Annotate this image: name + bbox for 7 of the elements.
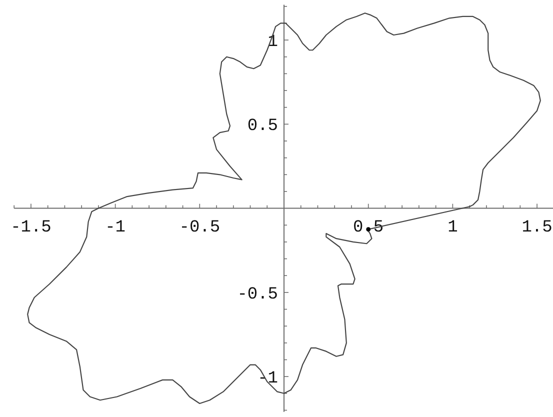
x-tick-label: 1	[448, 218, 458, 238]
x-tick-label: -1	[105, 218, 126, 238]
y-tick-label: 0.5	[247, 117, 278, 136]
x-tick-label: -1.5	[10, 218, 52, 238]
x-tick-label: -0.5	[179, 218, 220, 238]
y-tick-label: -0.5	[237, 285, 278, 304]
x-tick-label: 1.5	[522, 218, 552, 238]
